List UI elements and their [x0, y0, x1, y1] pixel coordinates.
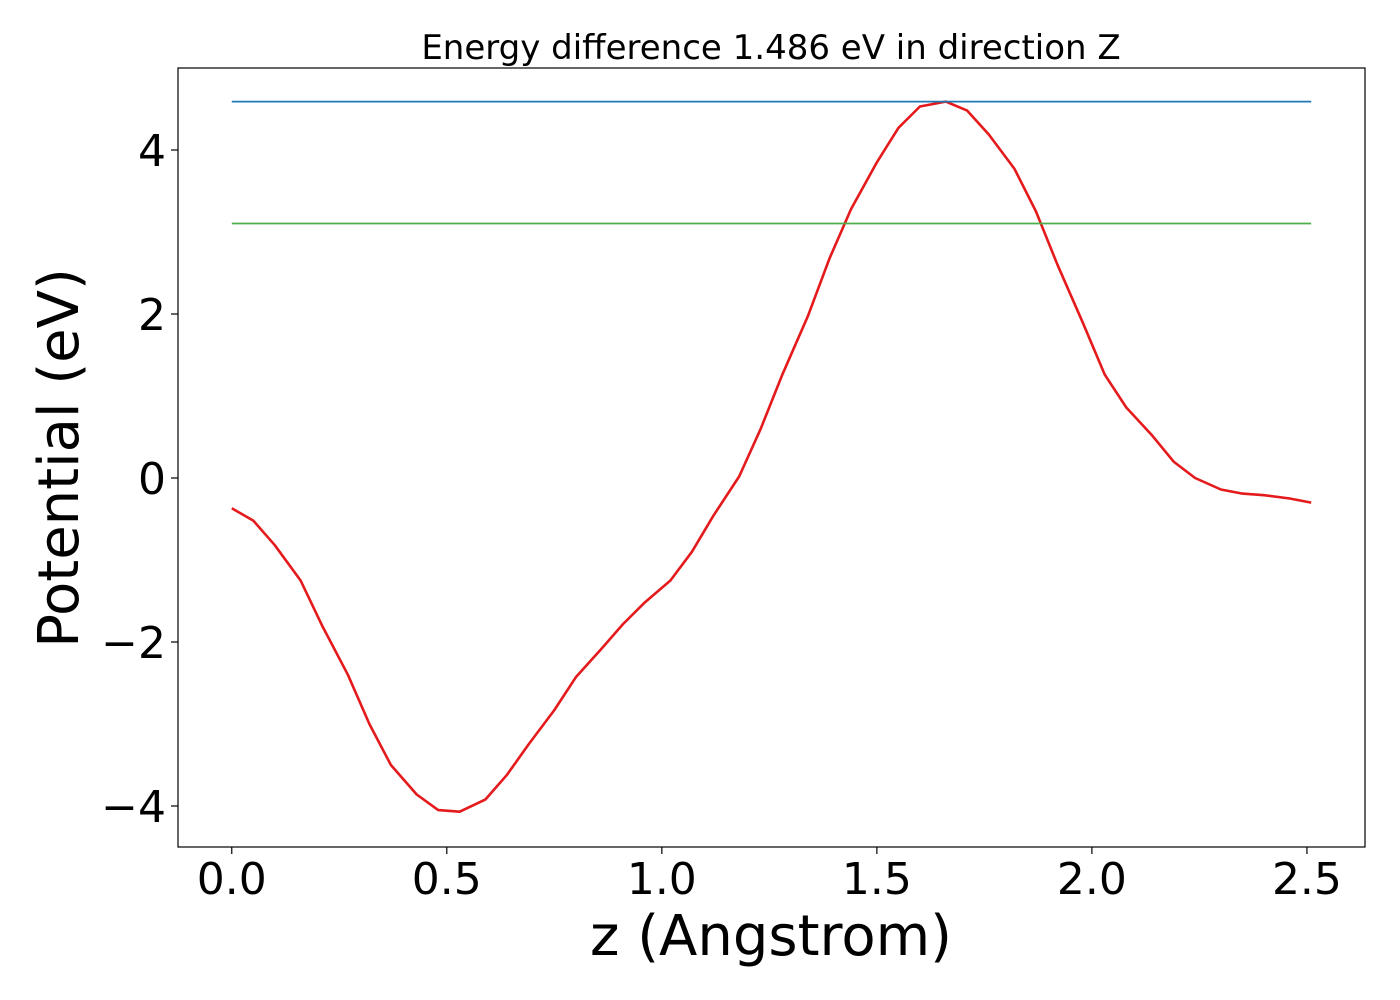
x-tick-label: 1.5 [842, 854, 912, 905]
y-axis-label: Potential (eV) [27, 268, 92, 648]
x-tick-label: 0.0 [197, 854, 267, 905]
x-tick-label: 2.5 [1272, 854, 1342, 905]
y-tick-label: −4 [101, 782, 166, 833]
series-line-0 [231, 100, 1312, 814]
x-tick-label: 2.0 [1057, 854, 1127, 905]
y-tick-label: −2 [101, 618, 166, 669]
x-tick-label: 1.0 [627, 854, 697, 905]
chart-title: Energy difference 1.486 eV in direction … [421, 28, 1120, 68]
x-tick-label: 0.5 [412, 854, 482, 905]
y-tick-label: 0 [138, 454, 166, 505]
y-axis-ticks: −4 −2 0 2 4 [101, 126, 178, 833]
x-axis-ticks: 0.0 0.5 1.0 1.5 2.0 2.5 [197, 847, 1342, 905]
plot-frame [177, 67, 1366, 848]
y-tick-label: 4 [138, 126, 166, 177]
x-axis-label: z (Angstrom) [590, 904, 952, 969]
y-tick-label: 2 [138, 290, 166, 341]
series-layer [231, 100, 1312, 814]
